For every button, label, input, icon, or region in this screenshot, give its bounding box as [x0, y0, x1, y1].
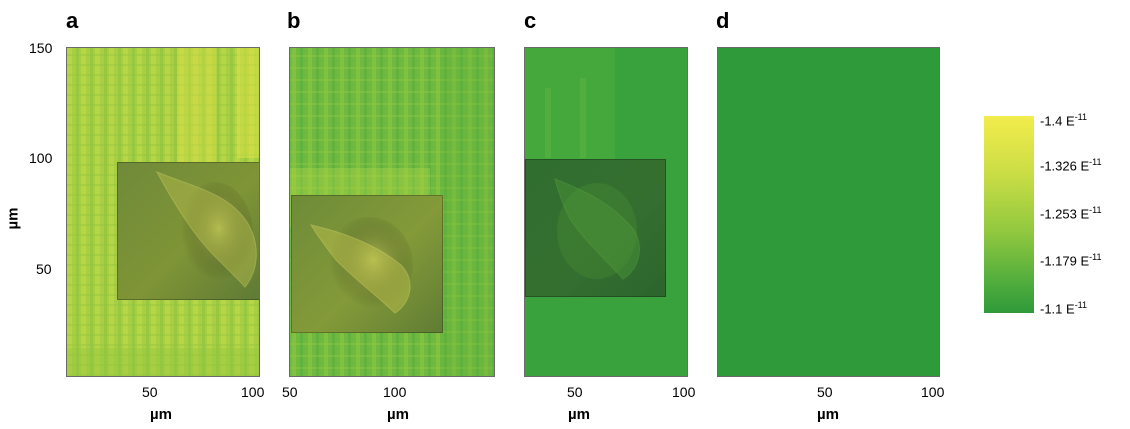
colorbar-label-3: -1.253 E-11 [1040, 205, 1102, 222]
x-tick-d-100: 100 [921, 384, 945, 400]
x-tick-a-100: 100 [241, 384, 265, 400]
cell-image-overlay-c [525, 159, 666, 297]
x-tick-b-50: 50 [282, 384, 298, 400]
y-tick-50: 50 [36, 261, 52, 277]
colorbar-label-5: -1.1 E-11 [1040, 300, 1088, 317]
x-tick-c-50: 50 [567, 384, 583, 400]
panel-letter-b: b [287, 8, 301, 33]
cell-image-overlay-a [117, 162, 259, 300]
x-tick-a-50: 50 [142, 384, 158, 400]
x-axis-label-d: µm [817, 406, 839, 423]
x-tick-b-100: 100 [383, 384, 407, 400]
x-axis-label-c: µm [568, 406, 590, 423]
heatmap-panel-d [717, 47, 940, 377]
y-tick-100: 100 [29, 150, 53, 166]
colorbar [984, 116, 1034, 313]
panel-letter-d: d [716, 8, 730, 33]
y-tick-150: 150 [29, 40, 53, 56]
x-tick-c-100: 100 [672, 384, 696, 400]
x-axis-label-b: µm [387, 406, 409, 423]
y-axis-label: µm [4, 207, 22, 230]
heatmap-panel-b [289, 47, 495, 377]
panel-letter-a: a [66, 8, 79, 33]
x-axis-label-a: µm [150, 406, 172, 423]
cell-image-overlay-b [291, 195, 443, 333]
heatmap-panel-a [66, 47, 260, 377]
colorbar-label-1: -1.4 E-11 [1040, 112, 1088, 129]
colorbar-label-2: -1.326 E-11 [1040, 157, 1102, 174]
x-tick-d-50: 50 [817, 384, 833, 400]
heatmap-panel-c [524, 47, 688, 377]
colorbar-label-4: -1.179 E-11 [1040, 252, 1102, 269]
panel-letter-c: c [524, 8, 537, 33]
